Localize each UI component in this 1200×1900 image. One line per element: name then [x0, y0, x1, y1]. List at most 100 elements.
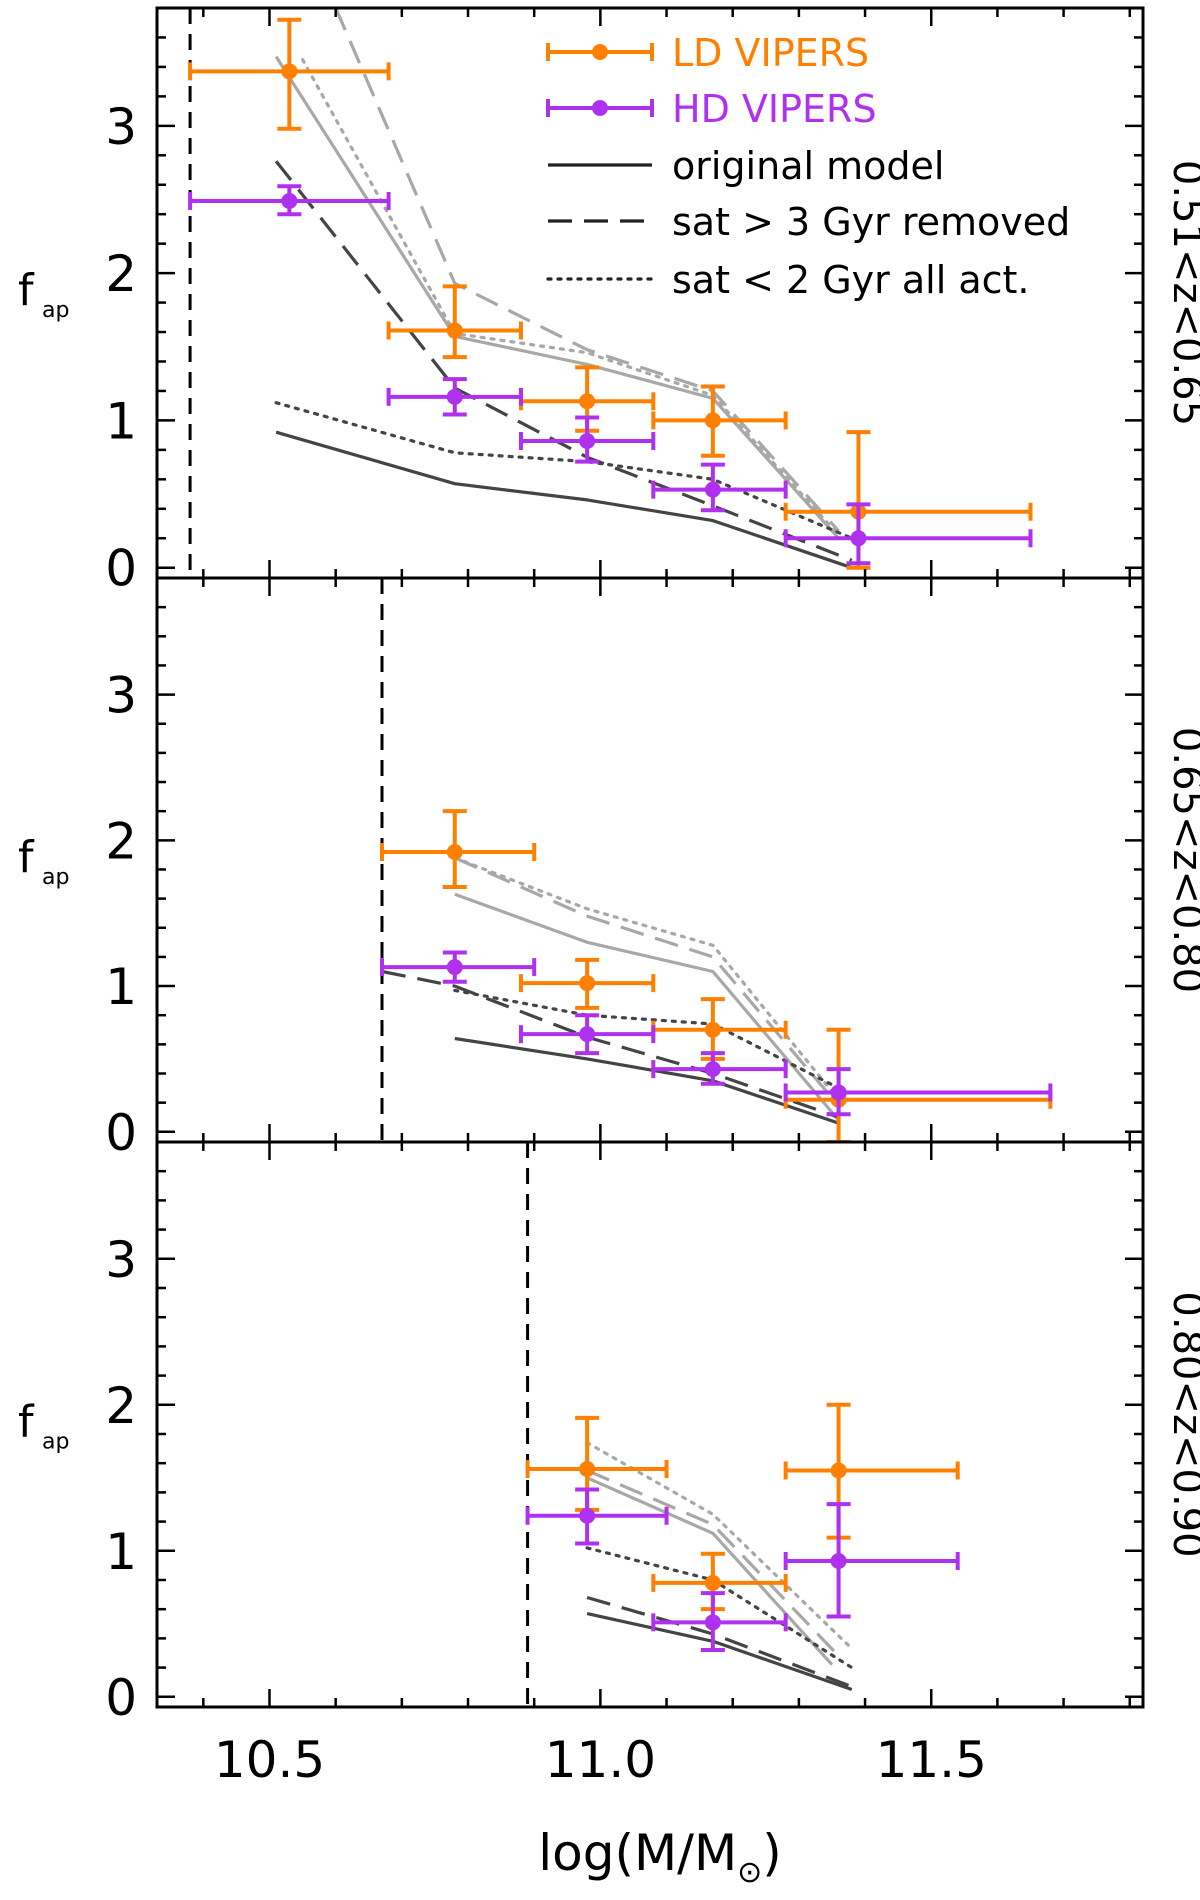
ld-vipers-point [525, 1415, 669, 1512]
y-tick-label: 0 [105, 1104, 137, 1162]
legend: LD VIPERS HD VIPERS original model sat > 3 … [546, 31, 1070, 302]
hd-vipers-point [525, 1487, 669, 1546]
hd-vipers-point [783, 502, 1033, 566]
y-tick-label: 0 [105, 1669, 137, 1727]
ld-vipers-point [783, 1402, 960, 1540]
model-light-dashed-line [586, 1469, 840, 1658]
legend-entry: LD VIPERS [546, 31, 869, 75]
legend-entry: sat > 3 Gyr removed [548, 200, 1070, 244]
hd-vipers-marker [446, 388, 463, 405]
panel-content [188, 8, 1033, 578]
y-axis-label: f [18, 832, 35, 883]
x-tick-label: 11.0 [545, 1731, 656, 1789]
ld-vipers-marker [704, 1574, 721, 1591]
x-tick-label: 11.5 [876, 1731, 987, 1789]
ld-vipers-marker [446, 322, 463, 339]
ld-vipers-marker [830, 1462, 847, 1479]
legend-label: sat > 3 Gyr removed [672, 200, 1070, 244]
model-light-solid-line [454, 892, 840, 1122]
model-light-dotted-line [453, 856, 841, 1102]
legend-label: LD VIPERS [672, 31, 869, 75]
model-dark-dashed-line [381, 969, 840, 1119]
y-tick-label: 1 [105, 392, 137, 450]
hd-vipers-marker [446, 959, 463, 976]
model-light-solid-line [586, 1476, 834, 1666]
legend-label: sat < 2 Gyr all act. [672, 258, 1030, 302]
hd-vipers-marker [830, 1084, 847, 1101]
panel-3: 0 1 2 3 f ap 0.80<z<0.90 [18, 1140, 1200, 1727]
y-axis-label: f [18, 1397, 35, 1448]
y-axis-label: f [18, 265, 35, 316]
hd-vipers-marker [704, 1061, 721, 1078]
ld-vipers-marker [281, 63, 298, 80]
redshift-label: 0.51<z<0.65 [1164, 160, 1200, 426]
y-axis-label-subscript: ap [42, 1430, 69, 1455]
hd-vipers-point [386, 377, 523, 417]
hd-vipers-point [783, 1502, 960, 1619]
ld-vipers-point [518, 957, 656, 1010]
hd-vipers-marker [830, 1553, 847, 1570]
panel-2: 0 1 2 3 f ap 0.65<z<0.80 [18, 576, 1200, 1162]
hd-vipers-marker [704, 481, 721, 498]
redshift-label: 0.65<z<0.80 [1164, 727, 1200, 993]
redshift-label: 0.80<z<0.90 [1164, 1291, 1200, 1557]
ld-vipers-point [379, 809, 537, 889]
hd-vipers-marker [850, 530, 867, 547]
legend-label: original model [672, 144, 944, 188]
x-axis-label: log(M/M⊙) [538, 1824, 782, 1890]
y-tick-label: 3 [105, 1231, 137, 1289]
hd-vipers-point [518, 415, 656, 464]
legend-entry: sat < 2 Gyr all act. [546, 258, 1030, 302]
hd-vipers-marker [579, 1507, 596, 1524]
ld-vipers-point [651, 997, 788, 1061]
legend-swatch-marker [592, 100, 608, 116]
y-tick-label: 1 [105, 1523, 137, 1581]
ld-vipers-marker [579, 393, 596, 410]
legend-swatch-marker [592, 44, 608, 60]
model-dark-solid-line [275, 430, 853, 570]
model-light-dotted-line [585, 1441, 854, 1651]
panel-1: 0 1 2 3 f ap 0.51<z<0.65 [18, 6, 1200, 598]
panel-frame [155, 576, 1145, 1144]
model-dark-dotted-line [274, 401, 854, 540]
y-tick-label: 2 [105, 812, 137, 870]
y-tick-label: 1 [105, 958, 137, 1016]
x-tick-label: 10.5 [214, 1731, 325, 1789]
ld-vipers-point [386, 284, 523, 360]
y-tick-label: 2 [105, 1377, 137, 1435]
y-tick-label: 3 [105, 98, 137, 156]
model-light-dotted-line [301, 57, 841, 537]
model-dark-solid-line [454, 1036, 840, 1125]
ld-vipers-point [188, 17, 391, 131]
ld-vipers-marker [579, 1461, 596, 1478]
hd-vipers-point [379, 950, 537, 984]
model-light-dashed-line [334, 8, 840, 532]
y-tick-label: 2 [105, 245, 137, 303]
hd-vipers-marker [579, 1026, 596, 1043]
legend-entry: original model [548, 144, 944, 188]
ld-vipers-point [651, 384, 788, 458]
legend-entry: HD VIPERS [546, 87, 877, 131]
hd-vipers-marker [579, 433, 596, 450]
panel-content [379, 578, 1053, 1142]
legend-label: HD VIPERS [672, 87, 877, 131]
hd-vipers-point [651, 462, 788, 513]
panel-frame [155, 1140, 1145, 1709]
panel-content [525, 1142, 960, 1707]
ld-vipers-marker [704, 1021, 721, 1038]
hd-vipers-marker [704, 1614, 721, 1631]
y-axis-label-subscript: ap [42, 865, 69, 890]
hd-vipers-point [783, 1067, 1053, 1117]
x-axis-label-text: log(M/M⊙) [538, 1824, 782, 1890]
ld-vipers-point [651, 1551, 788, 1612]
hd-vipers-point [651, 1591, 788, 1653]
hd-vipers-point [651, 1051, 788, 1086]
model-light-solid-line [274, 55, 840, 540]
y-tick-label: 3 [105, 667, 137, 725]
y-axis-label-subscript: ap [42, 298, 69, 323]
model-dark-dotted-line [453, 988, 841, 1090]
hd-vipers-marker [281, 192, 298, 209]
ld-vipers-marker [446, 843, 463, 860]
y-tick-label: 0 [105, 540, 137, 598]
